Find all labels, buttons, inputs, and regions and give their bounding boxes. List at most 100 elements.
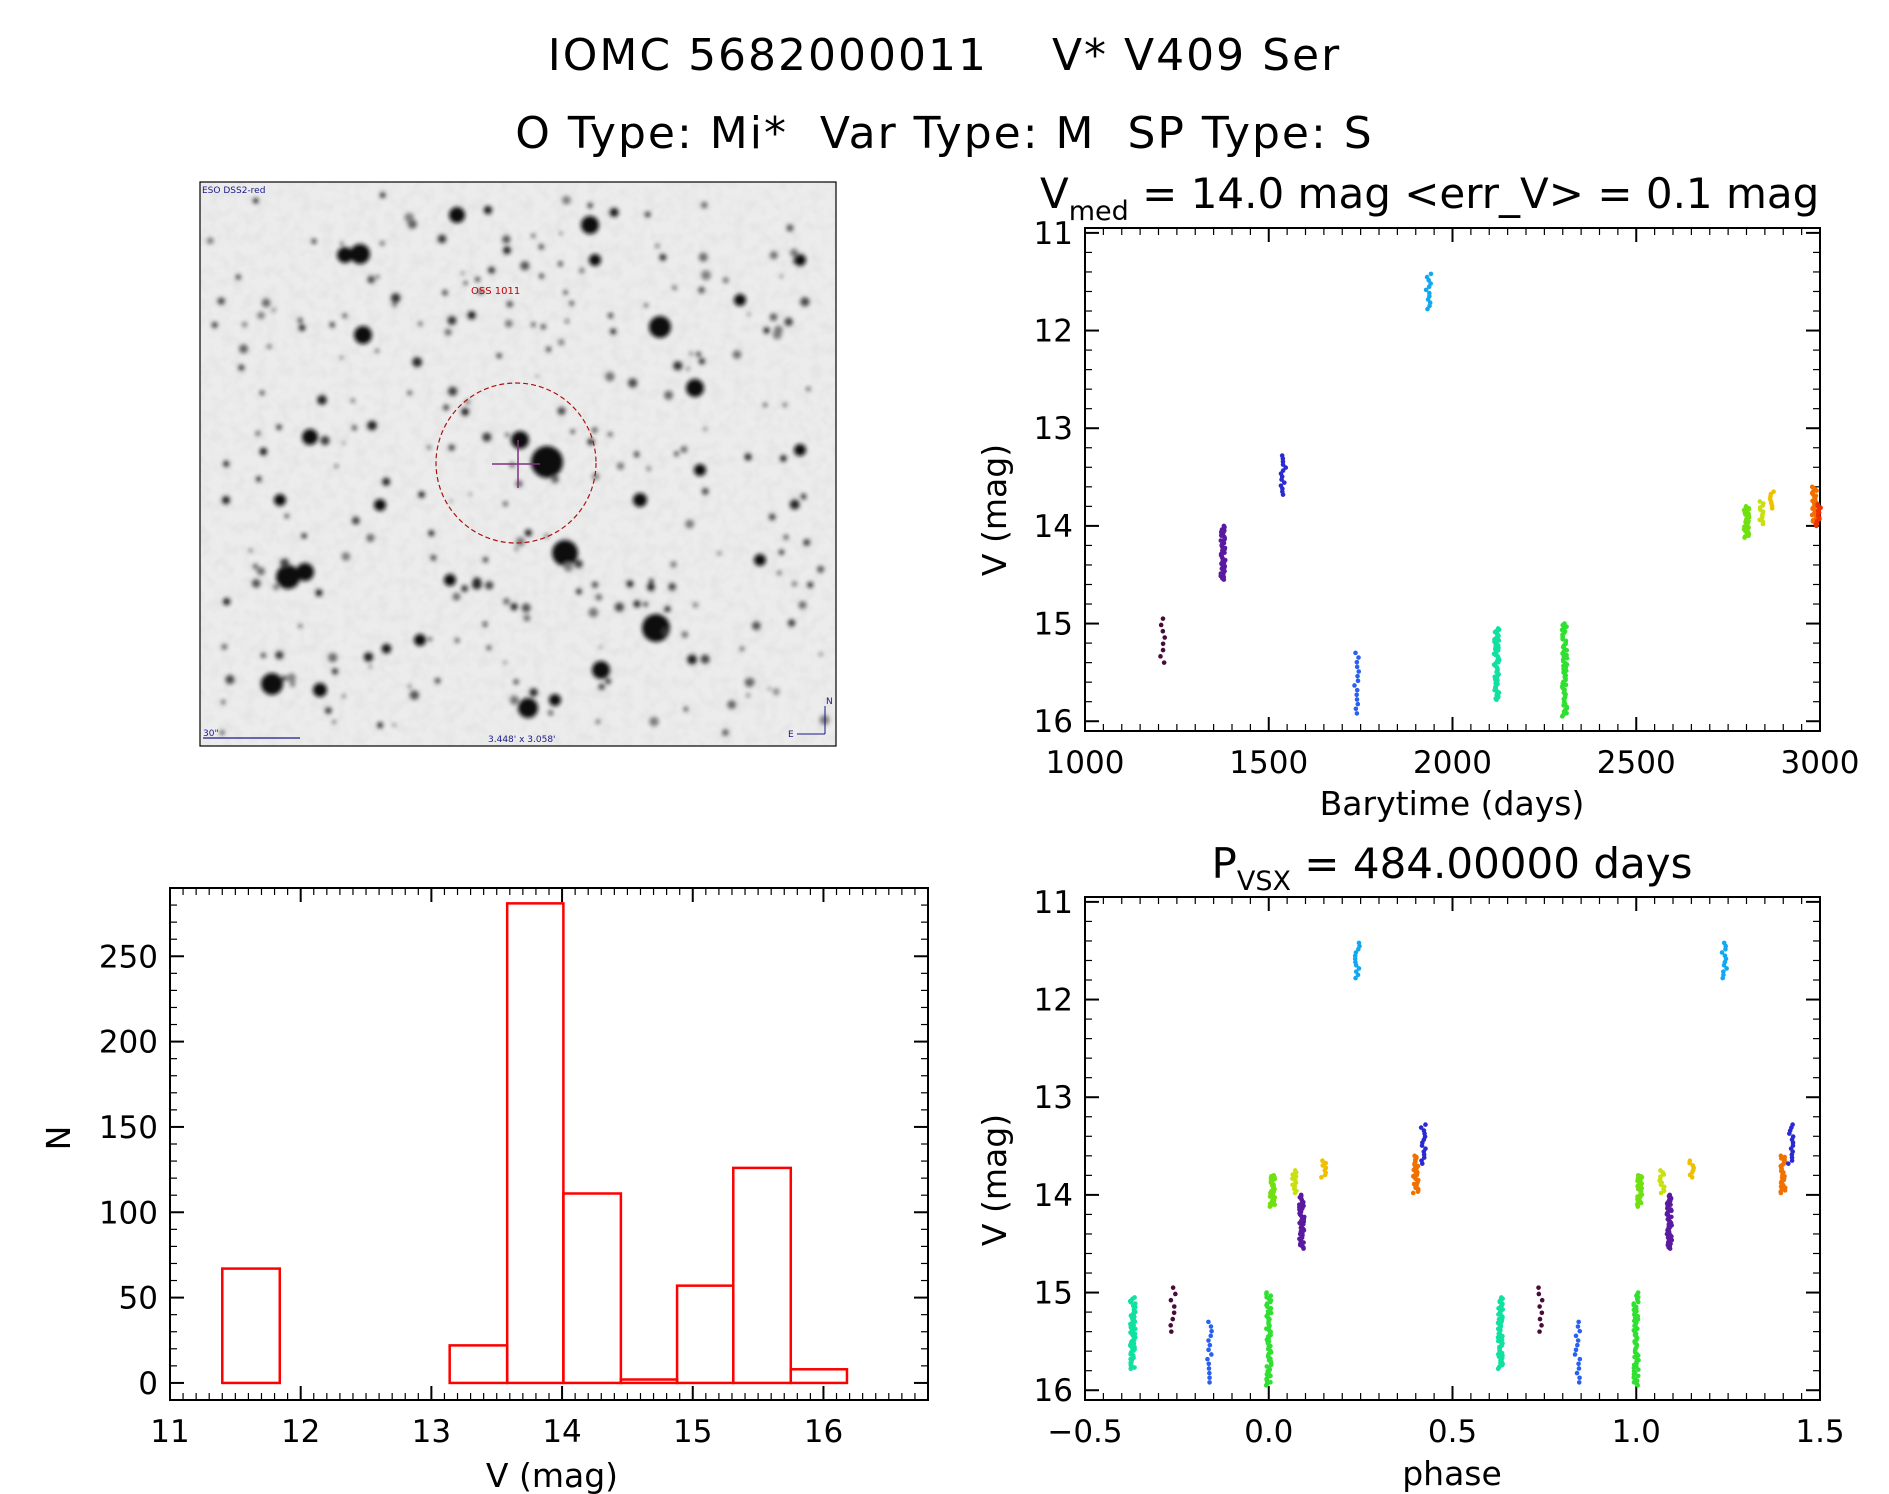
star	[538, 273, 545, 279]
phased-curve-point	[1205, 1356, 1210, 1362]
histogram-xtick-label: 15	[673, 1414, 712, 1450]
star	[685, 519, 695, 529]
star	[605, 678, 612, 685]
phased-curve-point	[1207, 1375, 1212, 1381]
light-curve-title-main: V	[1040, 169, 1069, 218]
star	[588, 607, 599, 618]
star	[407, 390, 412, 396]
phased-curve-point	[1322, 1172, 1328, 1178]
star	[772, 688, 780, 695]
phased-curve-point	[1577, 1356, 1583, 1362]
star	[767, 687, 772, 691]
star	[523, 614, 531, 622]
phased-curve-xtick-label: 0.0	[1244, 1414, 1293, 1450]
light-curve-point	[1282, 480, 1287, 485]
histogram-xtick-label: 16	[804, 1414, 843, 1450]
star	[339, 355, 344, 360]
star	[614, 602, 625, 612]
phased-curve-point	[1572, 1352, 1578, 1357]
star	[558, 339, 565, 346]
star	[366, 533, 375, 543]
light-curve-point	[1162, 635, 1168, 640]
star	[221, 643, 228, 650]
histogram-axes: 11 12 13 14 15 16 0 50 100 150 200 250	[99, 887, 929, 1450]
star	[414, 634, 426, 646]
phased-curve-point	[1263, 1383, 1269, 1388]
phased-curve-point	[1353, 962, 1359, 968]
star	[374, 499, 386, 511]
star	[223, 597, 231, 606]
star	[790, 248, 799, 257]
phased-curve-point	[1539, 1297, 1545, 1303]
star	[565, 319, 569, 323]
star	[762, 402, 768, 408]
phased-curve-point	[1577, 1375, 1582, 1381]
star	[381, 643, 392, 654]
histogram-bar	[562, 1192, 623, 1385]
light-curve-point	[1814, 488, 1819, 493]
star	[769, 251, 778, 260]
star	[698, 252, 708, 262]
star	[251, 578, 261, 588]
star	[219, 730, 225, 735]
star	[276, 424, 282, 431]
light-curve-point	[1746, 533, 1751, 539]
light-curve-title: Vmed = 14.0 mag <err_V> = 0.1 mag	[1040, 169, 1819, 227]
phased-curve-point	[1207, 1370, 1212, 1376]
star	[259, 390, 265, 396]
star	[443, 404, 450, 411]
phased-curve-point	[1723, 946, 1728, 952]
light-curve-point	[1280, 462, 1286, 467]
phased-curve-point	[1170, 1316, 1176, 1322]
star	[302, 429, 318, 445]
phased-curve-point	[1415, 1189, 1421, 1194]
star	[779, 454, 787, 462]
histogram-xtick-label: 14	[542, 1414, 581, 1450]
star	[794, 444, 806, 456]
phased-curve-ytick-label: 16	[1034, 1373, 1073, 1409]
star	[769, 313, 778, 321]
light-curve-point	[1742, 535, 1747, 540]
star	[798, 601, 807, 610]
star	[379, 240, 385, 246]
star	[515, 537, 525, 547]
histogram-ylabel: N	[39, 1126, 78, 1151]
star	[428, 530, 435, 537]
star	[626, 580, 634, 588]
phased-curve-point	[1132, 1365, 1137, 1370]
light-curve-ytick-label: 16	[1034, 704, 1073, 740]
light-curve-point	[1160, 628, 1166, 634]
star	[430, 554, 437, 561]
star	[668, 582, 677, 591]
star	[661, 627, 670, 636]
phased-curve-point	[1573, 1333, 1579, 1339]
light-curve-ytick-label: 13	[1034, 411, 1073, 447]
phased-curve-point	[1782, 1188, 1788, 1193]
star	[800, 493, 807, 500]
star	[605, 371, 615, 382]
star	[377, 722, 384, 729]
phased-curve-point	[1573, 1347, 1579, 1353]
star	[298, 324, 306, 332]
star	[241, 321, 248, 328]
histogram-xtick-label: 12	[281, 1414, 320, 1450]
histogram-bar	[675, 1284, 735, 1385]
phased-curve-point	[1209, 1352, 1214, 1357]
light-curve-point	[1559, 714, 1565, 719]
phased-curve-ylabel: V (mag)	[975, 1114, 1014, 1246]
light-curve-point	[1757, 499, 1763, 504]
star	[256, 567, 265, 576]
phased-curve-xtick-label: 1.5	[1795, 1414, 1844, 1450]
star	[354, 326, 372, 344]
star	[644, 211, 651, 218]
light-curve-frame	[1084, 227, 1821, 732]
light-curve-point	[1354, 659, 1360, 665]
star	[782, 403, 787, 407]
star	[581, 216, 599, 234]
star	[664, 390, 674, 400]
histogram-ytick-label: 250	[99, 939, 158, 975]
star	[575, 588, 582, 595]
star	[502, 597, 511, 605]
light-curve-point	[1423, 287, 1429, 293]
star	[513, 678, 519, 685]
